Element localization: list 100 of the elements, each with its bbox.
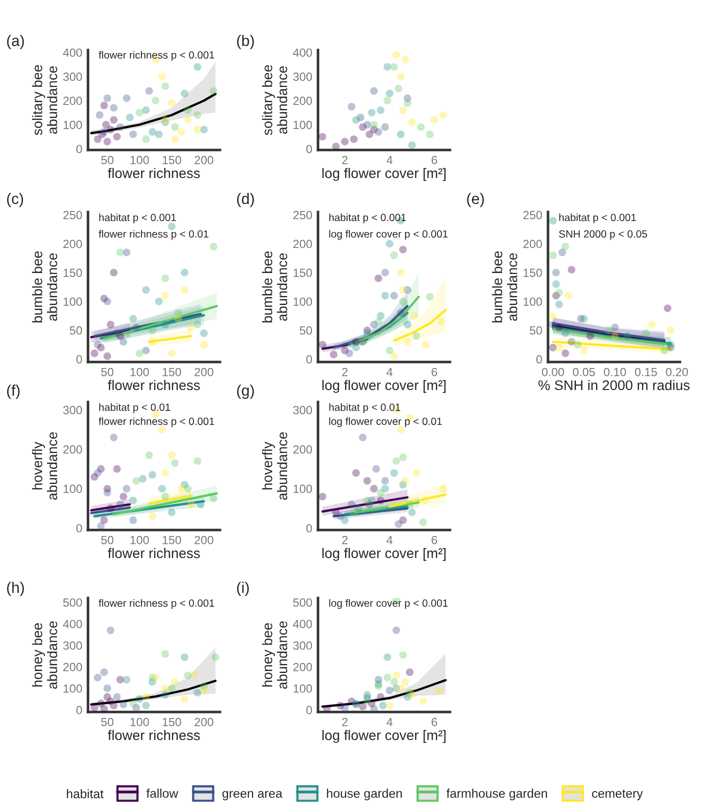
point (368, 108, 376, 116)
point (90, 350, 98, 358)
point (408, 118, 416, 126)
point (142, 135, 150, 143)
point (363, 329, 372, 337)
y-tick-label: 50 (70, 326, 82, 335)
point (426, 293, 434, 301)
point (168, 222, 176, 230)
x-tick-label: 200 (194, 536, 214, 544)
x-tick-label: 0.05 (572, 368, 595, 376)
point (564, 292, 572, 300)
point (180, 695, 188, 703)
chart-title: (h) (7, 582, 24, 596)
point (580, 346, 588, 354)
point (396, 130, 405, 138)
point (100, 102, 108, 110)
point (110, 116, 118, 124)
line-series (392, 308, 447, 342)
y-tick-label: 150 (64, 268, 82, 277)
x-tick-label: 4 (386, 368, 393, 376)
point (390, 352, 398, 360)
point (386, 240, 394, 248)
y-axis-title: bumble bee abundance (262, 251, 288, 322)
point (180, 286, 188, 294)
y-tick-label: 200 (63, 96, 82, 105)
x-axis-title: log flower cover [m²] (322, 730, 446, 743)
point (624, 332, 632, 340)
point (363, 690, 372, 699)
point (419, 518, 427, 526)
point (190, 670, 198, 678)
point (113, 132, 121, 141)
point (642, 329, 650, 337)
point (366, 130, 374, 138)
point (401, 476, 410, 485)
point (122, 248, 130, 256)
x-tick-label: 6 (432, 368, 438, 376)
point (142, 693, 150, 701)
point (390, 678, 398, 686)
x-tick-label: 0.15 (634, 368, 657, 376)
point (318, 492, 326, 500)
point (110, 434, 118, 442)
y-tick-label: 200 (293, 240, 312, 248)
point (412, 332, 420, 340)
point (381, 476, 389, 485)
point (138, 474, 147, 483)
y-tick-label: 200 (293, 445, 312, 454)
point (370, 120, 378, 128)
point (158, 426, 166, 434)
point (401, 56, 410, 64)
point (419, 697, 427, 706)
y-axis-title: solitary bee abundance (262, 65, 288, 136)
point (100, 516, 108, 524)
point (376, 312, 384, 320)
y-tick-label: 300 (63, 72, 82, 81)
y-tick-label: 200 (293, 662, 312, 672)
point (171, 678, 179, 686)
point (664, 304, 672, 312)
point (184, 116, 192, 124)
x-tick-label: 6 (432, 536, 438, 544)
x-axis-title: flower richness (108, 380, 200, 390)
point (200, 329, 208, 337)
y-axis-title: bumble bee abundance (32, 251, 58, 322)
point (212, 653, 220, 661)
point (161, 650, 170, 658)
y-tick-label: 500 (63, 598, 82, 607)
legend-label: farmhouse garden (446, 788, 547, 800)
point (194, 688, 202, 696)
annotation: habitat p < 0.001 (99, 214, 176, 224)
point (363, 496, 372, 504)
x-tick-label: 150 (162, 368, 182, 376)
y-axis-title: honey bee abundance (262, 621, 288, 689)
legend-label: house garden (327, 788, 402, 800)
point (194, 63, 202, 71)
point (399, 453, 407, 461)
point (120, 492, 128, 500)
point (142, 106, 150, 114)
point (555, 300, 563, 308)
point (200, 340, 208, 348)
point (116, 248, 124, 256)
y-tick-label: 50 (300, 326, 312, 335)
y-tick-label: 100 (524, 297, 542, 306)
point (549, 312, 557, 320)
chart-title: (e) (467, 192, 484, 208)
point (210, 242, 218, 250)
point (168, 99, 176, 107)
point (370, 704, 378, 712)
x-tick-label: 4 (386, 536, 393, 544)
y-tick-label: 100 (294, 484, 312, 494)
point (145, 87, 153, 95)
point (346, 350, 354, 358)
point (370, 87, 378, 95)
y-tick-label: 100 (64, 297, 82, 306)
point (129, 314, 137, 323)
y-tick-label: 250 (293, 210, 312, 220)
point (129, 516, 137, 524)
point (611, 324, 619, 332)
point (161, 82, 170, 90)
point (180, 653, 188, 661)
y-tick-label: 100 (64, 120, 82, 130)
x-tick-label: 150 (162, 156, 182, 164)
